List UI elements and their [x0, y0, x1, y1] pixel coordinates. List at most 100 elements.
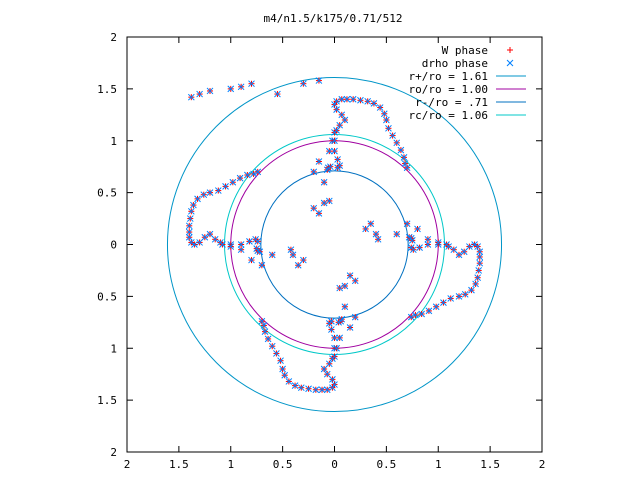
- drho-phase-point: [336, 121, 344, 129]
- drho-phase-point: [335, 318, 343, 326]
- drho-phase-point: [300, 256, 307, 264]
- drho-phase-point: [185, 233, 193, 241]
- drho-phase-point: [246, 238, 253, 245]
- drho-phase-point: [474, 274, 482, 282]
- drho-phase-point: [258, 317, 266, 325]
- drho-phase-point: [468, 286, 475, 294]
- drho-phase-point: [312, 386, 320, 394]
- drho-phase-point: [351, 313, 359, 321]
- drho-phase-point: [476, 253, 484, 261]
- drho-phase-point: [336, 334, 344, 342]
- drho-phase-point: [254, 168, 262, 176]
- drho-phase-point: [405, 233, 413, 241]
- drho-phase-point: [407, 234, 415, 242]
- drho-phase-point: [409, 246, 417, 254]
- drho-phase-point: [279, 365, 286, 373]
- drho-phase-point: [325, 319, 333, 327]
- x-tick-label: 1: [435, 458, 442, 471]
- drho-phase-point: [407, 313, 415, 321]
- drho-phase-point: [336, 162, 344, 170]
- circle-curves: [166, 76, 503, 413]
- x-tick-label: 2: [124, 458, 131, 471]
- drho-phase-point: [315, 158, 323, 165]
- drho-phase-point: [325, 197, 333, 205]
- drho-phase-point: [325, 147, 333, 155]
- drho-phase-point: [248, 256, 255, 264]
- drho-phase-point: [310, 204, 318, 212]
- drho-phase-point: [336, 284, 344, 292]
- drho-phase-point: [397, 146, 405, 154]
- drho-phase-point: [237, 241, 245, 248]
- drho-phase-point: [401, 160, 409, 167]
- drho-phase-point: [190, 201, 197, 209]
- drho-phase-point: [186, 215, 194, 222]
- drho-phase-point: [285, 378, 293, 385]
- chart-title: m4/n1.5/k175/0.71/512: [263, 12, 402, 25]
- drho-phase-point: [264, 335, 272, 343]
- drho-phase-point: [424, 235, 432, 243]
- drho-phase-point: [338, 95, 346, 103]
- drho-phase-point: [196, 239, 203, 246]
- drho-phase-point: [253, 245, 261, 253]
- drho-phase-point: [297, 384, 305, 392]
- drho-phase-point: [260, 322, 268, 329]
- drho-phase-point: [227, 243, 235, 250]
- drho-phase-point: [440, 299, 447, 306]
- drho-phase-point: [408, 236, 416, 244]
- drho-phase-point: [400, 153, 408, 161]
- drho-phase-point: [349, 95, 357, 103]
- drho-phase-point: [185, 228, 193, 236]
- drho-phase-point: [362, 225, 369, 233]
- x-tick-label: 0.5: [376, 458, 396, 471]
- y-tick-label: 0: [110, 239, 117, 252]
- drho-phase-point: [252, 235, 260, 243]
- drho-phase-point: [291, 382, 299, 389]
- drho-phase-point: [329, 376, 336, 383]
- drho-phase-point: [466, 243, 473, 250]
- drho-phase-point: [206, 87, 214, 95]
- drho-phase-point: [380, 110, 388, 118]
- drho-phase-point: [191, 241, 198, 248]
- drho-phase-point: [460, 248, 468, 256]
- circle-rc-ro: [224, 134, 445, 355]
- drho-phase-point: [254, 247, 262, 255]
- drho-phase-point: [187, 207, 195, 215]
- drho-phase-point: [277, 357, 284, 365]
- y-tick-label: 0.5: [97, 187, 117, 200]
- drho-phase-point: [310, 168, 318, 176]
- drho-phase-point: [364, 97, 372, 105]
- drho-phase-point: [287, 246, 295, 254]
- x-tick-label: 1.5: [480, 458, 500, 471]
- drho-phase-point: [385, 124, 392, 132]
- drho-phase-point: [333, 106, 340, 113]
- data-points: [185, 77, 484, 394]
- legend-label: r-/ro = .71: [415, 96, 488, 109]
- drho-phase-point: [367, 220, 375, 228]
- drho-phase-point: [300, 80, 307, 88]
- drho-phase-point: [329, 384, 336, 392]
- x-tick-label: 1: [227, 458, 234, 471]
- drho-phase-point: [331, 137, 338, 145]
- drho-phase-point: [370, 100, 378, 107]
- drho-phase-point: [243, 171, 251, 179]
- drho-phase-point: [187, 239, 195, 246]
- drho-phase-point: [341, 303, 349, 311]
- drho-phase-point: [237, 83, 245, 91]
- drho-phase-point: [289, 251, 297, 259]
- drho-phase-point: [187, 93, 195, 101]
- y-tick-label: 1: [110, 342, 117, 355]
- drho-phase-point: [331, 147, 338, 155]
- drho-phase-point: [315, 77, 323, 84]
- drho-phase-point: [357, 96, 364, 104]
- legend-label: rc/ro = 1.06: [409, 109, 488, 122]
- drho-phase-point: [268, 251, 276, 259]
- drho-phase-point: [455, 251, 463, 259]
- drho-phase-point: [475, 267, 483, 274]
- legend-marker: [506, 59, 514, 67]
- drho-phase-point: [443, 241, 450, 248]
- drho-phase-point: [403, 164, 411, 172]
- drho-phase-point: [331, 353, 338, 360]
- drho-phase-point: [281, 371, 289, 379]
- drho-phase-point: [476, 259, 484, 267]
